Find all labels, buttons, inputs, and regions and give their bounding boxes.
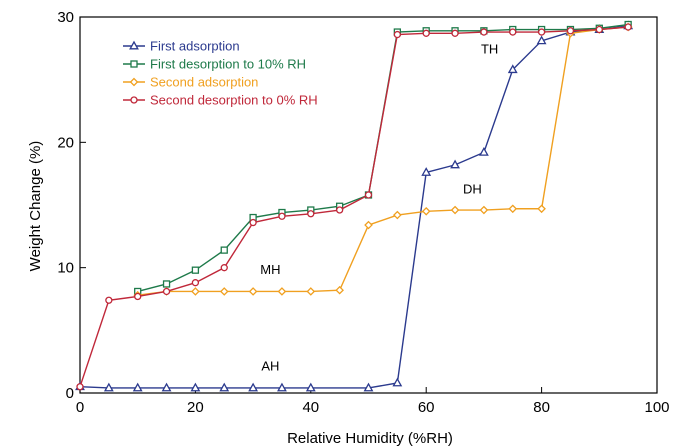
legend-label: First adsorption [150,39,240,54]
x-tick-label: 40 [302,399,319,416]
y-tick-label: 20 [57,134,74,151]
annotation-label: AH [261,358,279,373]
series-layer [75,20,634,392]
legend-item: Second adsorption [123,75,258,90]
axes [79,16,658,394]
data-point [480,28,488,36]
data-point [335,206,344,214]
series-4 [76,23,632,391]
legend-marker [129,77,139,87]
data-point [450,205,460,215]
data-point [306,287,316,296]
data-point [134,292,142,301]
data-point [305,382,316,392]
y-tick-label: 10 [57,260,74,277]
data-point [219,382,230,392]
data-point [248,382,259,392]
x-tick-label: 80 [533,399,550,416]
series-1 [75,20,634,392]
data-point [277,382,287,392]
legend: First adsorption First desorption to 10% … [123,39,318,108]
data-point [278,212,286,220]
x-tick-label: 0 [76,399,84,416]
x-axis-label: Relative Humidity (%RH) [287,430,453,447]
data-point [451,29,459,37]
series-line [137,26,629,296]
data-point [421,206,431,216]
x-axis-ticks: 0 20 40 60 80 100 [76,387,670,416]
legend-label: First desorption to 10% RH [150,57,306,72]
y-axis-label: Weight Change (%) [27,141,44,272]
annotation-label: DH [463,182,482,197]
data-point [624,23,632,31]
data-point [478,147,489,156]
data-point [249,218,257,227]
data-point [105,296,113,304]
legend-marker [130,96,138,104]
data-point [508,204,518,214]
y-tick-label: 0 [66,385,74,402]
data-point [162,287,171,296]
data-point [509,28,517,36]
data-point [536,35,547,45]
legend-label: Second desorption to 0% RH [150,93,318,108]
y-axis-ticks: 0 10 20 30 [57,9,86,402]
data-point [190,382,201,392]
data-point [335,285,344,295]
x-tick-label: 60 [418,399,435,416]
legend-item: First adsorption [123,39,240,54]
annotations: TH DH MH AH [260,41,498,373]
data-point [307,210,315,218]
data-point [595,25,603,34]
data-point [277,287,287,296]
annotation-label: MH [260,262,280,277]
plot-frame [79,16,658,394]
data-point [421,167,432,176]
data-point [219,287,229,296]
data-point [363,382,374,392]
legend-item: First desorption to 10% RH [123,57,306,72]
data-point [248,287,258,296]
data-point [393,30,402,39]
x-tick-label: 100 [644,399,669,416]
data-point [479,205,489,215]
data-point [161,382,172,392]
legend-label: Second adsorption [150,75,258,90]
data-point [422,29,430,37]
data-point [191,287,200,296]
data-point [364,191,373,199]
data-point [393,210,402,220]
data-point [132,382,143,392]
data-point [103,382,114,392]
data-point [220,264,228,272]
data-point [76,383,84,391]
y-tick-label: 30 [57,9,74,26]
data-point [220,246,228,254]
legend-marker [129,40,139,50]
data-point [191,266,200,274]
data-point [450,159,460,169]
data-point [537,204,546,214]
data-point [392,377,403,387]
data-point [162,280,171,288]
x-tick-label: 20 [187,399,204,416]
annotation-label: TH [481,41,498,56]
legend-item: Second desorption to 0% RH [123,93,318,108]
data-point [507,64,518,74]
data-point [537,28,546,36]
series-line [79,26,629,387]
data-point [191,279,200,287]
data-point [566,27,575,35]
data-point [364,220,373,230]
legend-marker [130,60,138,68]
